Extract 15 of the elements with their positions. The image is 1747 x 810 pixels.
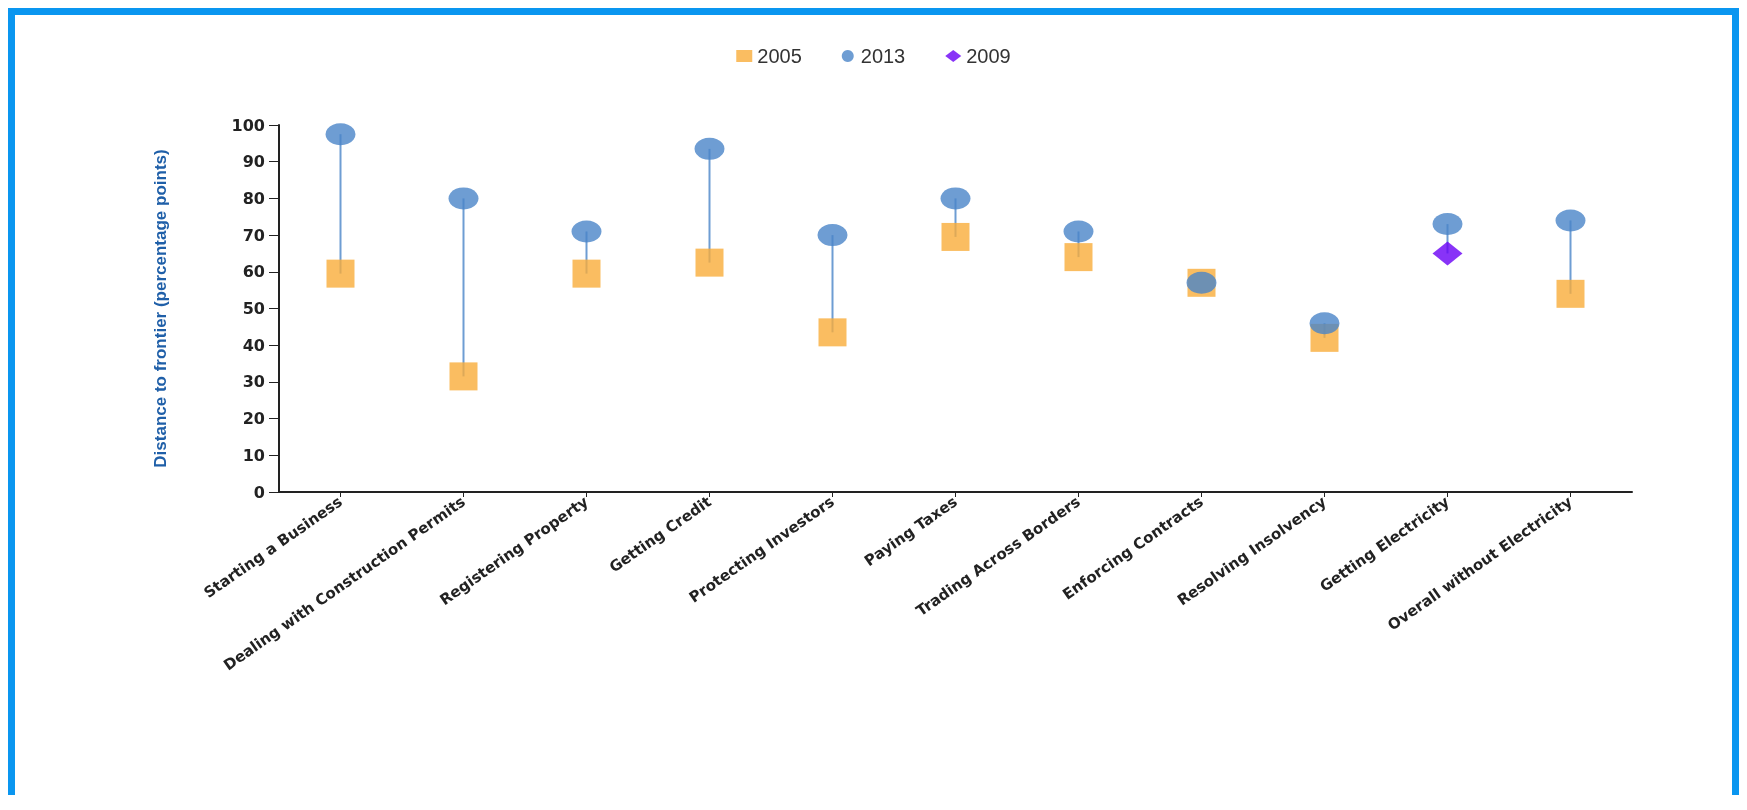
y-tick-label: 30 (242, 372, 265, 392)
y-tick-label: 0 (253, 482, 265, 502)
y-axis-title: Distance to frontier (percentage points) (151, 149, 170, 468)
y-tick-label: 20 (242, 409, 265, 429)
legend-label: 2005 (757, 45, 802, 67)
y-tick-label: 10 (242, 445, 265, 465)
y-tick-label: 50 (242, 299, 265, 318)
legend-label: 2013 (860, 45, 906, 67)
y-tick-label: 90 (242, 152, 265, 172)
y-tick-label: 40 (242, 335, 265, 355)
y-tick-label: 60 (242, 262, 265, 282)
legend-label: 2009 (966, 45, 1011, 67)
y-tick-label: 80 (242, 188, 265, 208)
y-tick-label: 100 (231, 115, 265, 135)
y-tick-label: 70 (242, 225, 265, 245)
